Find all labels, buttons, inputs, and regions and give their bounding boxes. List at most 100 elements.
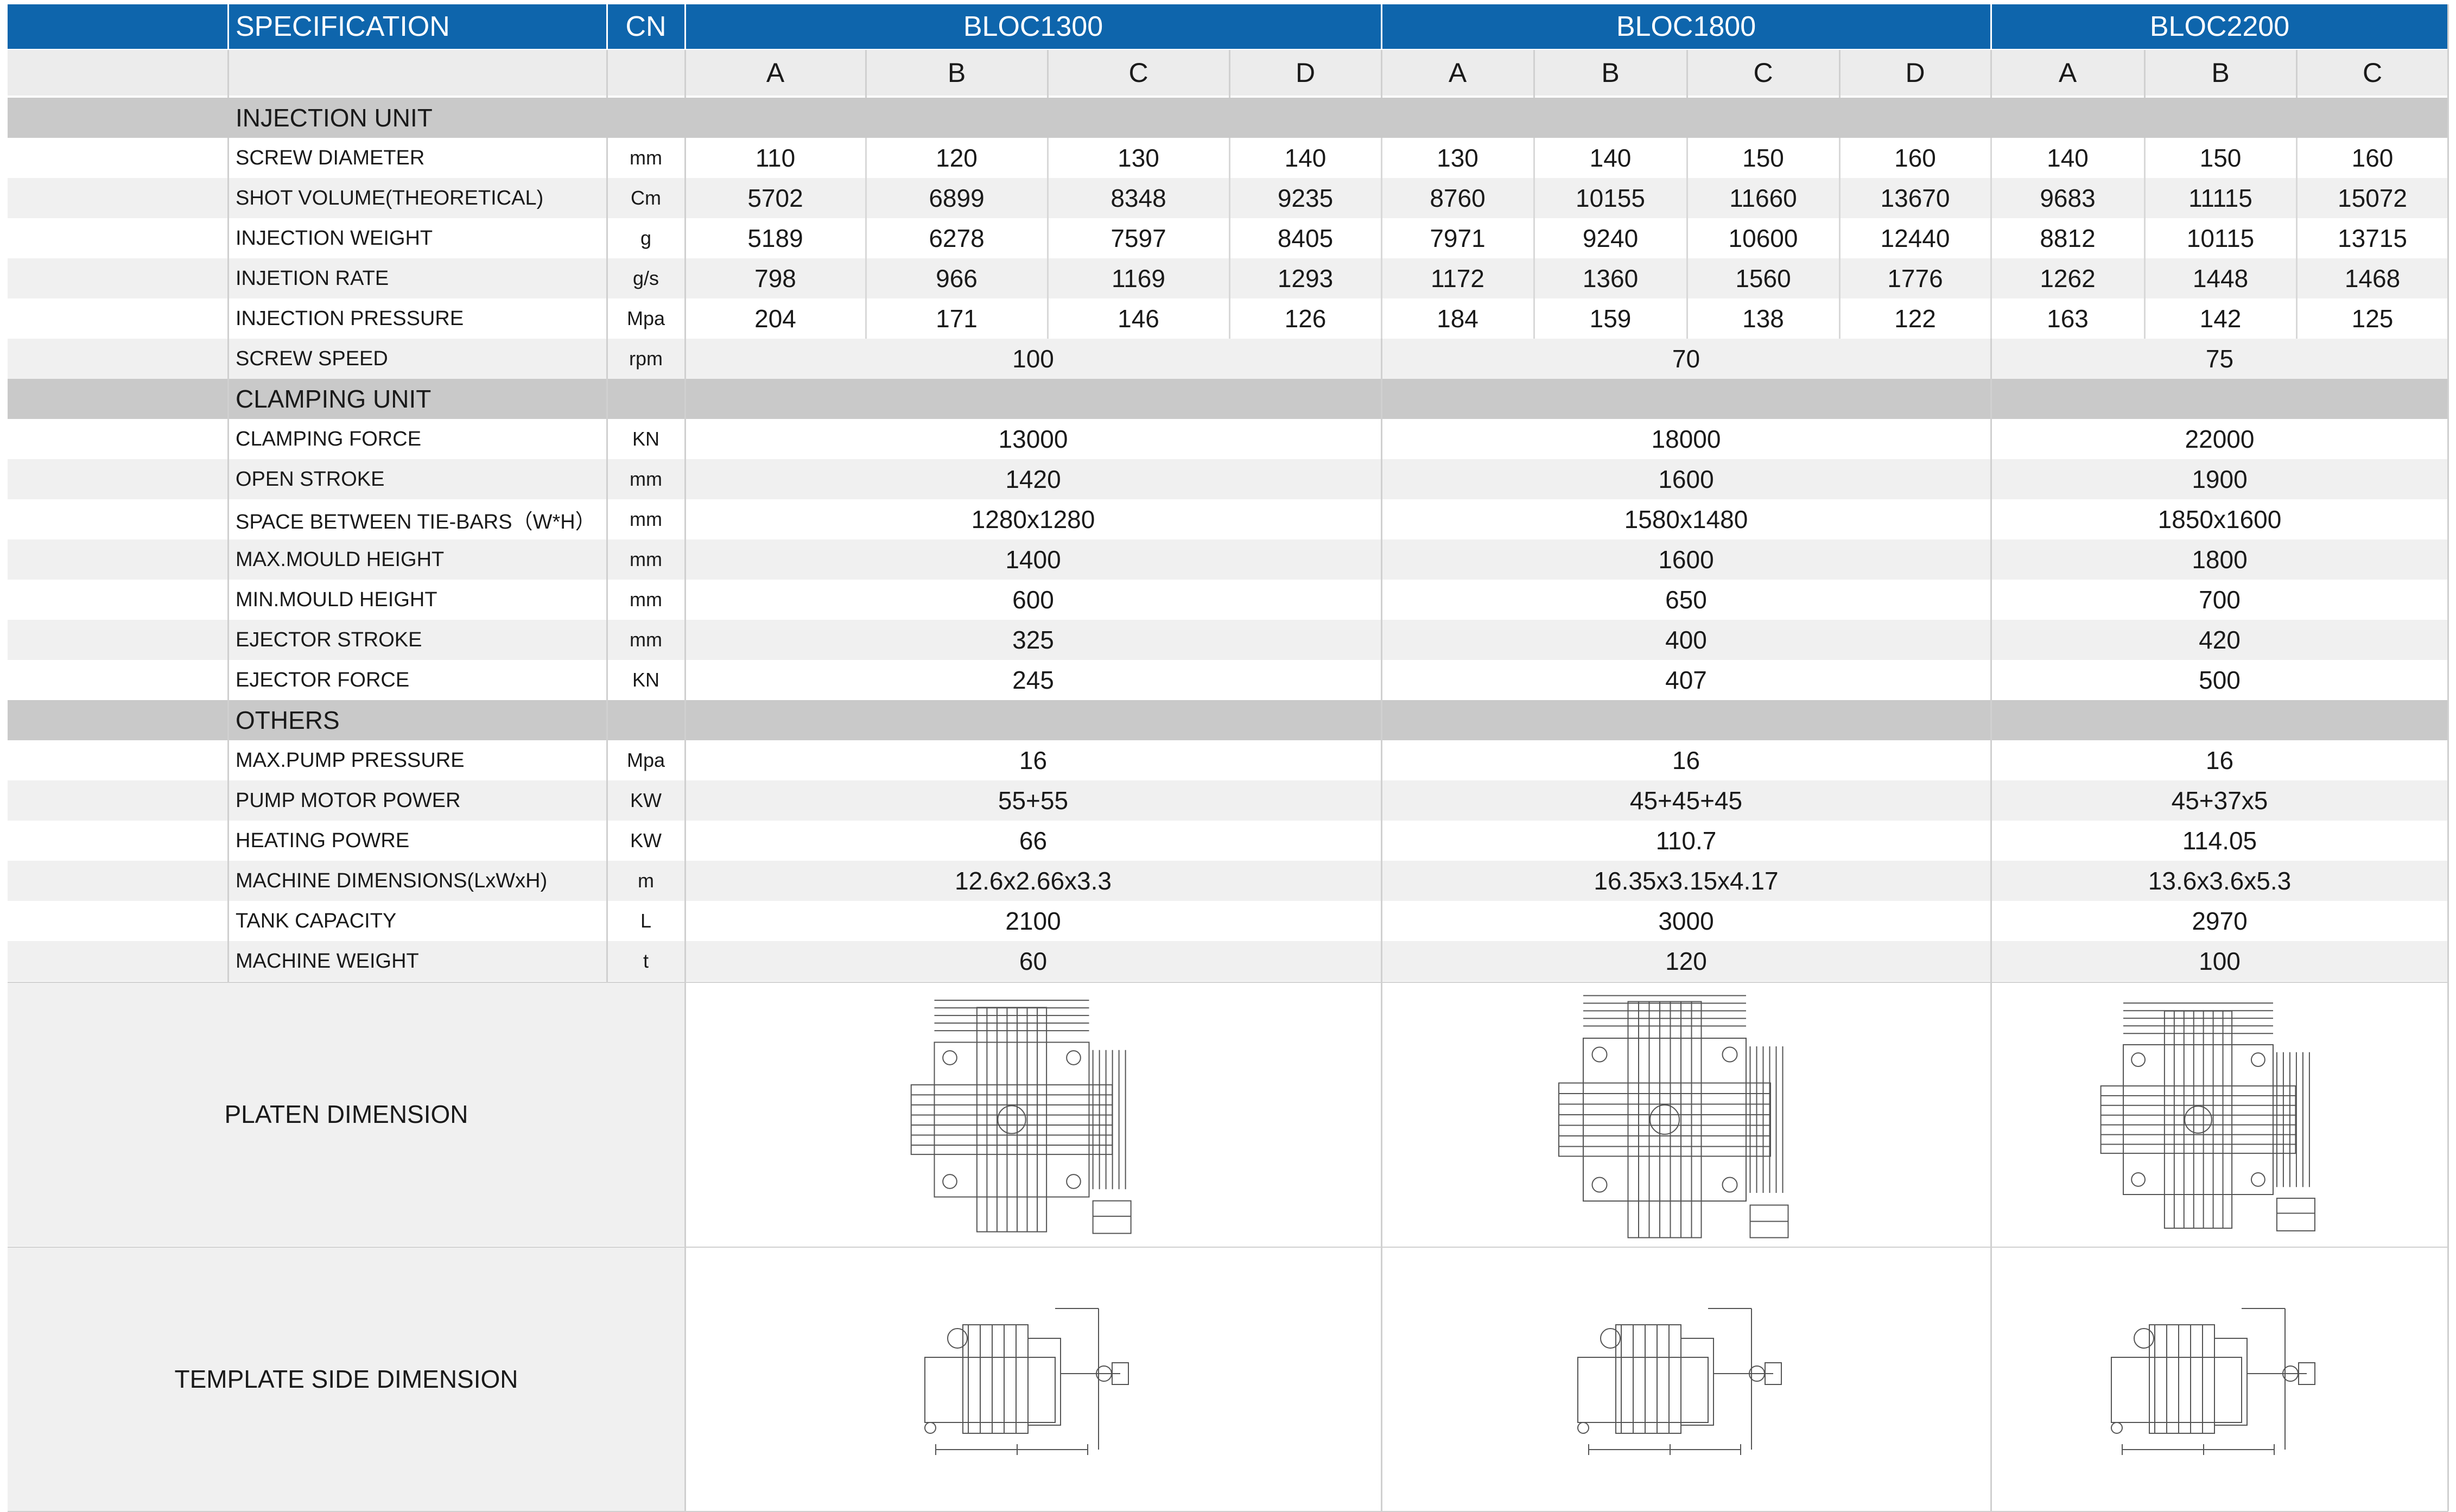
value-cell: 142	[2144, 298, 2296, 339]
value-cell: 1280x1280	[685, 499, 1381, 539]
variant-header: B	[866, 50, 1048, 96]
grid-line	[2447, 4, 2449, 1511]
section-others-label: OTHERS	[228, 700, 2448, 740]
value-cell: 8760	[1381, 178, 1534, 218]
value-cell: 325	[685, 620, 1381, 660]
row-gutter	[8, 218, 228, 258]
value-cell: 1172	[1381, 258, 1534, 298]
value-cell: 122	[1839, 298, 1991, 339]
value-cell: 150	[2144, 138, 2296, 178]
row-label: MACHINE WEIGHT	[228, 941, 607, 981]
value-cell: 110.7	[1381, 821, 1991, 861]
value-cell: 420	[1991, 620, 2448, 660]
value-cell: 13670	[1839, 178, 1991, 218]
value-cell: 16	[1381, 740, 1991, 780]
value-cell: 22000	[1991, 419, 2448, 459]
value-cell: 120	[1381, 941, 1991, 981]
row-unit: mm	[607, 580, 685, 620]
row-gutter	[8, 339, 228, 379]
row-label: INJECTION WEIGHT	[228, 218, 607, 258]
row-label: MAX.MOULD HEIGHT	[228, 539, 607, 580]
value-cell: 140	[1229, 138, 1381, 178]
grid-line	[2296, 50, 2298, 98]
grid-line	[1047, 50, 1049, 98]
value-cell: 70	[1381, 339, 1991, 379]
value-cell: 100	[685, 339, 1381, 379]
value-cell: 16	[1991, 740, 2448, 780]
value-cell: 1850x1600	[1991, 499, 2448, 539]
sub-header-blank	[8, 50, 228, 96]
grid-line	[1381, 4, 1382, 49]
value-cell: 16.35x3.15x4.17	[1381, 861, 1991, 901]
row-label: TANK CAPACITY	[228, 901, 607, 941]
value-cell: 160	[2296, 138, 2448, 178]
value-cell: 1169	[1048, 258, 1229, 298]
value-cell: 1560	[1687, 258, 1839, 298]
value-cell: 171	[866, 298, 1048, 339]
model-header-bloc1800: BLOC1800	[1381, 4, 1991, 49]
grid-line	[606, 4, 608, 49]
row-gutter	[8, 580, 228, 620]
value-cell: 400	[1381, 620, 1991, 660]
grid-line	[684, 4, 686, 49]
value-cell: 125	[2296, 298, 2448, 339]
value-cell: 9683	[1991, 178, 2144, 218]
value-cell: 130	[1381, 138, 1534, 178]
value-cell: 120	[866, 138, 1048, 178]
value-cell: 8405	[1229, 218, 1381, 258]
grid-line	[227, 50, 229, 98]
value-cell: 5702	[685, 178, 866, 218]
value-cell: 10115	[2144, 218, 2296, 258]
row-gutter	[8, 740, 228, 780]
grid-line	[2144, 138, 2146, 339]
value-cell: 45+45+45	[1381, 780, 1991, 821]
row-unit: g/s	[607, 258, 685, 298]
row-gutter	[8, 620, 228, 660]
template-drawing-bloc1800	[1577, 1308, 1782, 1455]
spec-header-spacer	[8, 4, 228, 49]
value-cell: 138	[1687, 298, 1839, 339]
row-gutter	[8, 459, 228, 499]
variant-header: A	[685, 50, 866, 96]
value-cell: 146	[1048, 298, 1229, 339]
value-cell: 163	[1991, 298, 2144, 339]
row-gutter	[8, 901, 228, 941]
value-cell: 18000	[1381, 419, 1991, 459]
sub-header-blank	[228, 50, 607, 96]
value-cell: 407	[1381, 660, 1991, 700]
row-gutter	[8, 660, 228, 700]
value-cell: 2100	[685, 901, 1381, 941]
grid-line	[865, 50, 867, 98]
row-label: SCREW DIAMETER	[228, 138, 607, 178]
value-cell: 1900	[1991, 459, 2448, 499]
grid-line	[8, 1247, 2448, 1248]
variant-header: C	[1048, 50, 1229, 96]
value-cell: 100	[1991, 941, 2448, 981]
value-cell: 966	[866, 258, 1048, 298]
grid-line	[606, 138, 608, 982]
value-cell: 204	[685, 298, 866, 339]
value-cell: 130	[1048, 138, 1229, 178]
row-label: SPACE BETWEEN TIE-BARS（W*H）	[228, 499, 607, 539]
value-cell: 10600	[1687, 218, 1839, 258]
row-unit: KN	[607, 419, 685, 459]
row-gutter	[8, 941, 228, 981]
grid-line	[1229, 138, 1230, 339]
value-cell: 13715	[2296, 218, 2448, 258]
row-unit: mm	[607, 138, 685, 178]
value-cell: 75	[1991, 339, 2448, 379]
section-clamping-unit-label: CLAMPING UNIT	[228, 379, 2448, 419]
row-unit: rpm	[607, 339, 685, 379]
row-unit: m	[607, 861, 685, 901]
spec-header: SPECIFICATION	[228, 4, 607, 49]
value-cell: 600	[685, 580, 1381, 620]
value-cell: 140	[1534, 138, 1687, 178]
variant-header: D	[1229, 50, 1381, 96]
value-cell: 1580x1480	[1381, 499, 1991, 539]
row-unit: L	[607, 901, 685, 941]
value-cell: 110	[685, 138, 866, 178]
grid-line	[1990, 138, 1992, 339]
value-cell: 7971	[1381, 218, 1534, 258]
grid-line	[1990, 4, 1992, 49]
value-cell: 798	[685, 258, 866, 298]
